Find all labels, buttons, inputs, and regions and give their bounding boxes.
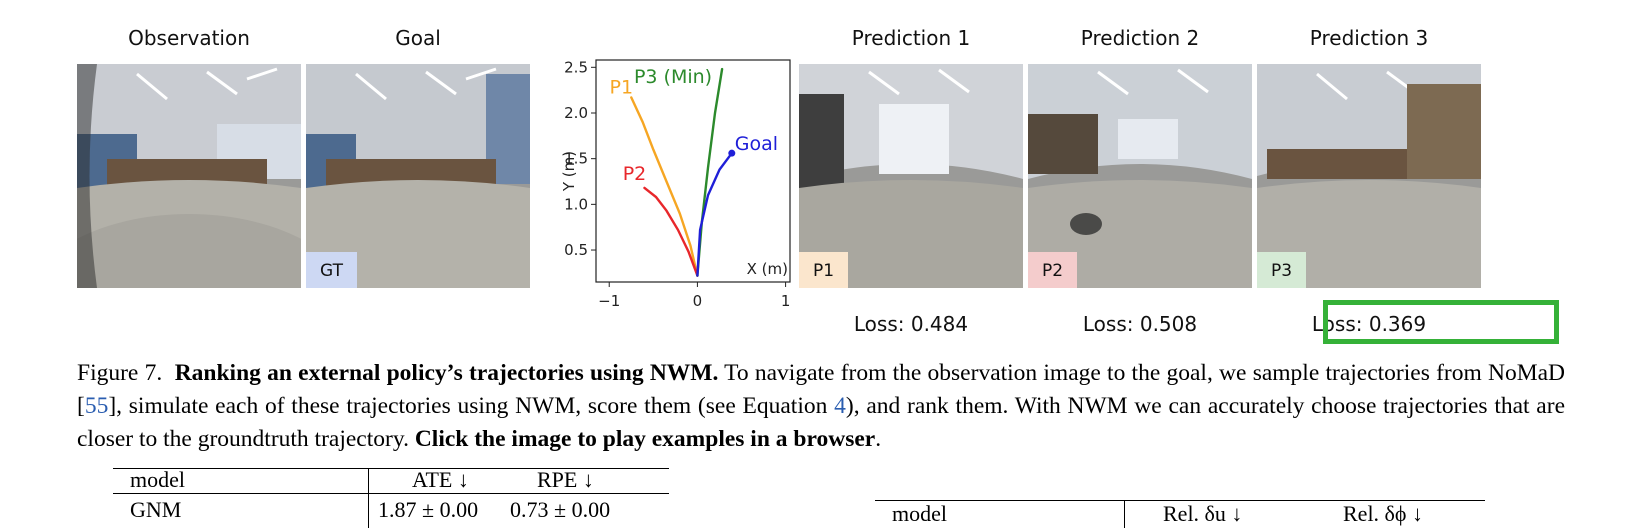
goal-tag: GT bbox=[306, 252, 357, 288]
equation-link-4[interactable]: 4 bbox=[834, 393, 846, 419]
fisheye-scene bbox=[77, 64, 301, 288]
figure-caption: Figure 7. Ranking an external policy’s t… bbox=[77, 357, 1565, 456]
caption-text-2: ], simulate each of these trajectories u… bbox=[108, 393, 835, 419]
goal-point bbox=[728, 149, 736, 157]
y-tick-label: 2.0 bbox=[564, 104, 588, 122]
caption-text-3: ), and rank them. With NWM we can accura… bbox=[77, 393, 1565, 452]
series-label: Goal bbox=[735, 133, 778, 155]
table-left-row-rpe: 0.73 ± 0.00 bbox=[510, 497, 611, 522]
prediction-1-image[interactable]: P1 bbox=[799, 64, 1023, 288]
table-right-divider bbox=[1124, 500, 1125, 528]
table-right-header-model: model bbox=[892, 501, 947, 526]
series-line-p1 bbox=[630, 96, 699, 277]
prediction-3-title: Prediction 3 bbox=[1309, 26, 1429, 50]
table-left-top-rule bbox=[113, 468, 669, 469]
figure-label: Figure 7. bbox=[77, 360, 163, 386]
table-left-header-rule bbox=[113, 493, 669, 494]
y-tick-label: 1.0 bbox=[564, 195, 588, 213]
series-label: P2 bbox=[623, 163, 647, 185]
x-tick-label: 1 bbox=[781, 292, 791, 310]
caption-title: Ranking an external policy’s trajectorie… bbox=[174, 360, 719, 386]
caption-click-instruction: Click the image to play examples in a br… bbox=[414, 426, 876, 452]
table-right-header-rel-u: Rel. δu ↓ bbox=[1163, 501, 1243, 526]
prediction-3-loss: Loss: 0.369 bbox=[1311, 312, 1427, 336]
y-tick-label: 0.5 bbox=[564, 241, 588, 259]
plot-frame bbox=[595, 59, 791, 283]
table-left-header-ate: ATE ↓ bbox=[412, 467, 469, 492]
caption-text-1: To navigate from the observation image t… bbox=[77, 360, 1566, 419]
prediction-3-tag: P3 bbox=[1257, 252, 1307, 288]
prediction-1-tag: P1 bbox=[799, 252, 849, 288]
x-axis-label: X (m) bbox=[747, 260, 788, 278]
fisheye-scene bbox=[306, 64, 530, 288]
observation-image[interactable] bbox=[77, 64, 301, 288]
table-left-header-model: model bbox=[130, 467, 185, 492]
y-axis-label: Y (m) bbox=[560, 151, 578, 192]
fisheye-scene bbox=[799, 64, 1023, 288]
best-prediction-highlight bbox=[1323, 300, 1559, 344]
series-line-p2 bbox=[643, 186, 699, 277]
series-label: P1 bbox=[609, 76, 633, 98]
table-left-row-model: GNM bbox=[130, 497, 182, 522]
prediction-1-title: Prediction 1 bbox=[851, 26, 971, 50]
y-tick-label: 1.5 bbox=[564, 150, 588, 168]
trajectory-chart: 0.5 1.0 1.5 2.0 2.5 −1 0 1 Y (m) X (m) P1 P2 P3 (Min… bbox=[560, 58, 791, 310]
fisheye-scene bbox=[1257, 64, 1481, 288]
x-tick-label: 0 bbox=[693, 292, 703, 310]
goal-image[interactable]: GT bbox=[306, 64, 530, 288]
y-tick-label: 2.5 bbox=[564, 58, 588, 76]
caption-period: . bbox=[875, 426, 882, 452]
table-right-top-rule bbox=[875, 500, 1485, 501]
prediction-2-tag: P2 bbox=[1028, 252, 1078, 288]
series-label: P3 (Min) bbox=[634, 66, 712, 88]
fisheye-scene bbox=[1028, 64, 1252, 288]
prediction-1-loss: Loss: 0.484 bbox=[853, 312, 969, 336]
prediction-2-title: Prediction 2 bbox=[1080, 26, 1200, 50]
prediction-2-image[interactable]: P2 bbox=[1028, 64, 1252, 288]
table-left-divider bbox=[368, 468, 369, 528]
observation-title: Observation bbox=[128, 26, 250, 50]
x-tick-label: −1 bbox=[598, 292, 620, 310]
citation-link-55[interactable]: 55 bbox=[84, 393, 109, 419]
prediction-2-loss: Loss: 0.508 bbox=[1082, 312, 1198, 336]
table-left-row-ate: 1.87 ± 0.00 bbox=[378, 497, 479, 522]
table-right-header-rel-phi: Rel. δϕ ↓ bbox=[1343, 501, 1423, 526]
series-line-goal bbox=[696, 152, 733, 277]
prediction-3-image[interactable]: P3 bbox=[1257, 64, 1481, 288]
table-left-header-rpe: RPE ↓ bbox=[537, 467, 594, 492]
goal-title: Goal bbox=[395, 26, 441, 50]
